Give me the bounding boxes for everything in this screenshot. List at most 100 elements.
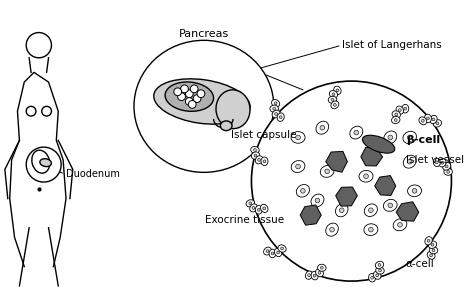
Circle shape <box>254 149 256 151</box>
Circle shape <box>395 113 398 116</box>
Circle shape <box>281 247 283 250</box>
Circle shape <box>371 276 374 279</box>
Ellipse shape <box>443 163 451 170</box>
Circle shape <box>388 135 392 140</box>
Ellipse shape <box>363 135 395 153</box>
Polygon shape <box>300 205 321 225</box>
Text: α-cell: α-cell <box>406 259 435 268</box>
Ellipse shape <box>336 204 348 217</box>
Ellipse shape <box>274 248 282 257</box>
Circle shape <box>185 98 193 105</box>
Ellipse shape <box>296 185 310 197</box>
Ellipse shape <box>261 157 268 165</box>
Circle shape <box>376 274 379 277</box>
Ellipse shape <box>328 96 337 103</box>
Circle shape <box>427 117 429 120</box>
Ellipse shape <box>251 146 259 153</box>
Ellipse shape <box>320 165 334 177</box>
Ellipse shape <box>246 200 255 207</box>
Text: Duodenum: Duodenum <box>66 169 120 179</box>
Circle shape <box>257 208 260 211</box>
Circle shape <box>399 109 401 111</box>
Circle shape <box>188 101 196 108</box>
Circle shape <box>432 118 435 121</box>
Circle shape <box>447 170 449 173</box>
Ellipse shape <box>392 117 400 124</box>
Circle shape <box>275 113 277 115</box>
Circle shape <box>185 90 193 98</box>
Text: Islet of Langerhans: Islet of Langerhans <box>342 40 441 50</box>
Circle shape <box>445 165 448 168</box>
Circle shape <box>263 207 265 210</box>
Circle shape <box>412 188 417 193</box>
Circle shape <box>430 254 433 257</box>
Ellipse shape <box>134 40 274 172</box>
Circle shape <box>315 198 320 203</box>
Text: Exocrine tissue: Exocrine tissue <box>205 215 284 225</box>
Circle shape <box>404 107 407 110</box>
Polygon shape <box>396 202 419 221</box>
Circle shape <box>296 135 301 140</box>
Ellipse shape <box>165 82 213 111</box>
Ellipse shape <box>425 237 432 245</box>
Ellipse shape <box>40 159 51 167</box>
Ellipse shape <box>392 111 401 118</box>
Circle shape <box>193 95 201 102</box>
Circle shape <box>318 271 321 274</box>
Text: Islet vessel: Islet vessel <box>406 155 464 165</box>
Polygon shape <box>361 147 383 166</box>
Ellipse shape <box>32 150 50 173</box>
Circle shape <box>197 90 205 98</box>
Circle shape <box>279 116 282 119</box>
Polygon shape <box>375 175 396 195</box>
Circle shape <box>368 208 373 213</box>
Circle shape <box>174 88 182 96</box>
Circle shape <box>436 161 438 164</box>
Circle shape <box>178 93 185 101</box>
Ellipse shape <box>216 90 250 129</box>
Circle shape <box>441 161 444 164</box>
Ellipse shape <box>364 224 378 236</box>
Ellipse shape <box>419 117 427 125</box>
Circle shape <box>339 208 344 213</box>
Circle shape <box>273 107 275 110</box>
Ellipse shape <box>408 185 421 197</box>
Circle shape <box>332 93 335 96</box>
Ellipse shape <box>316 269 323 277</box>
Ellipse shape <box>429 247 438 254</box>
Circle shape <box>354 130 359 135</box>
Ellipse shape <box>318 264 326 271</box>
Circle shape <box>249 202 252 205</box>
Ellipse shape <box>375 261 383 268</box>
Ellipse shape <box>316 121 328 134</box>
Circle shape <box>325 169 329 174</box>
Circle shape <box>263 160 266 163</box>
Circle shape <box>26 147 61 182</box>
Circle shape <box>394 119 397 121</box>
Circle shape <box>436 122 439 125</box>
Ellipse shape <box>403 155 416 168</box>
Circle shape <box>190 85 198 93</box>
Ellipse shape <box>359 170 373 182</box>
Ellipse shape <box>331 101 339 109</box>
Ellipse shape <box>376 267 384 274</box>
Ellipse shape <box>326 223 338 236</box>
Ellipse shape <box>329 91 337 98</box>
Circle shape <box>427 239 430 242</box>
Ellipse shape <box>291 132 305 143</box>
Circle shape <box>368 227 373 232</box>
Ellipse shape <box>311 271 318 280</box>
Ellipse shape <box>444 168 452 175</box>
Ellipse shape <box>430 115 437 124</box>
Ellipse shape <box>374 271 381 279</box>
Circle shape <box>254 154 257 157</box>
Ellipse shape <box>277 113 284 121</box>
Circle shape <box>308 274 310 277</box>
Circle shape <box>181 85 188 93</box>
Ellipse shape <box>439 159 446 167</box>
Ellipse shape <box>270 105 278 112</box>
Ellipse shape <box>428 241 437 249</box>
Circle shape <box>320 125 325 130</box>
Ellipse shape <box>384 131 397 144</box>
Ellipse shape <box>383 199 397 211</box>
